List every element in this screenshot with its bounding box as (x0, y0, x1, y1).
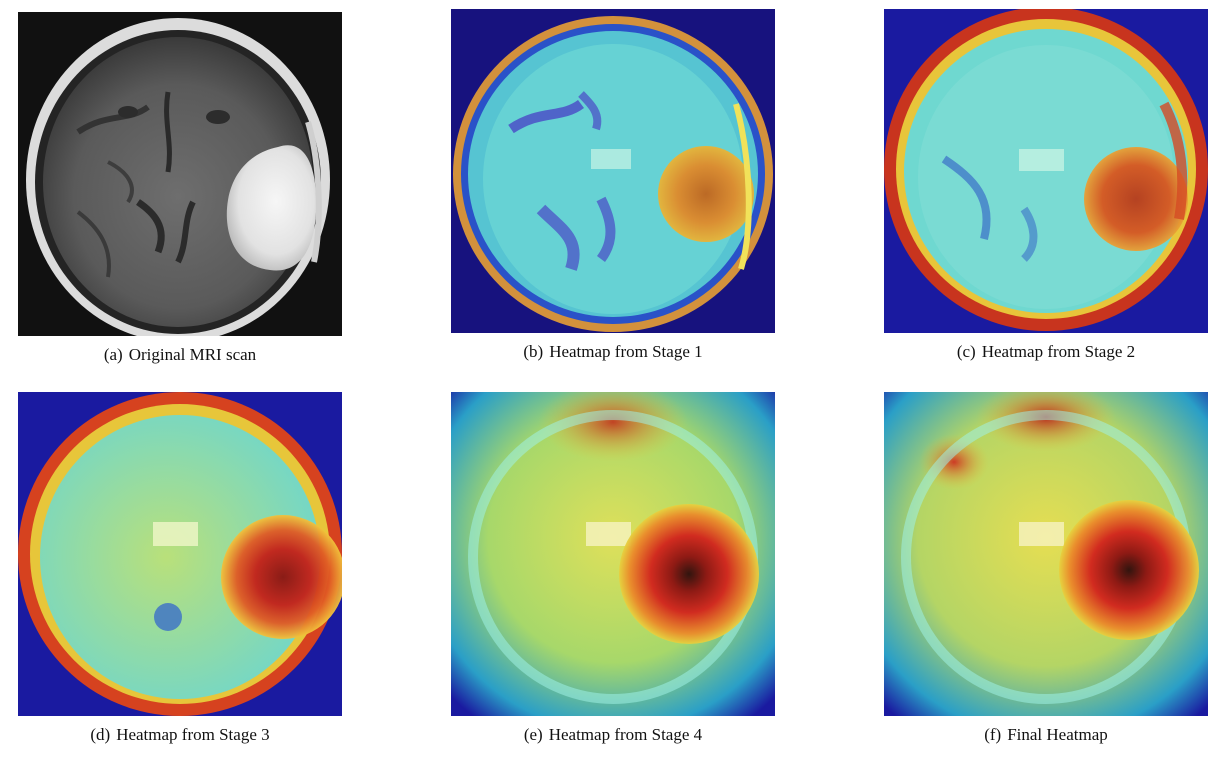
panel-b: (b) Heatmap from Stage 1 (451, 9, 775, 362)
caption-tag: (c) (956, 342, 976, 361)
panel-d: (d) Heatmap from Stage 3 (18, 392, 342, 745)
caption-e: (e) Heatmap from Stage 4 (451, 725, 775, 745)
heatmap-stage-2-image (884, 9, 1208, 333)
heatmap-stage-3-image (18, 392, 342, 716)
panel-a: (a) Original MRI scan (18, 12, 342, 365)
heatmap-stage-1-image (451, 9, 775, 333)
panel-e: (e) Heatmap from Stage 4 (451, 392, 775, 745)
caption-text: Heatmap from Stage 3 (116, 725, 270, 744)
caption-f: (f) Final Heatmap (884, 725, 1208, 745)
caption-d: (d) Heatmap from Stage 3 (18, 725, 342, 745)
caption-c: (c) Heatmap from Stage 2 (884, 342, 1208, 362)
caption-text: Heatmap from Stage 1 (549, 342, 703, 361)
caption-tag: (b) (523, 342, 544, 361)
panel-f: (f) Final Heatmap (884, 392, 1208, 745)
heatmap-stage-4-image (451, 392, 775, 716)
caption-text: Original MRI scan (128, 345, 257, 364)
caption-a: (a) Original MRI scan (18, 345, 342, 365)
caption-text: Heatmap from Stage 4 (548, 725, 703, 744)
panel-c: (c) Heatmap from Stage 2 (884, 9, 1208, 362)
caption-tag: (a) (103, 345, 123, 364)
caption-tag: (e) (523, 725, 543, 744)
caption-text: Heatmap from Stage 2 (981, 342, 1136, 361)
caption-tag: (d) (90, 725, 111, 744)
caption-b: (b) Heatmap from Stage 1 (451, 342, 775, 362)
final-heatmap-image (884, 392, 1208, 716)
caption-tag: (f) (984, 725, 1002, 744)
caption-text: Final Heatmap (1007, 725, 1108, 744)
mri-scan-image (18, 12, 342, 336)
